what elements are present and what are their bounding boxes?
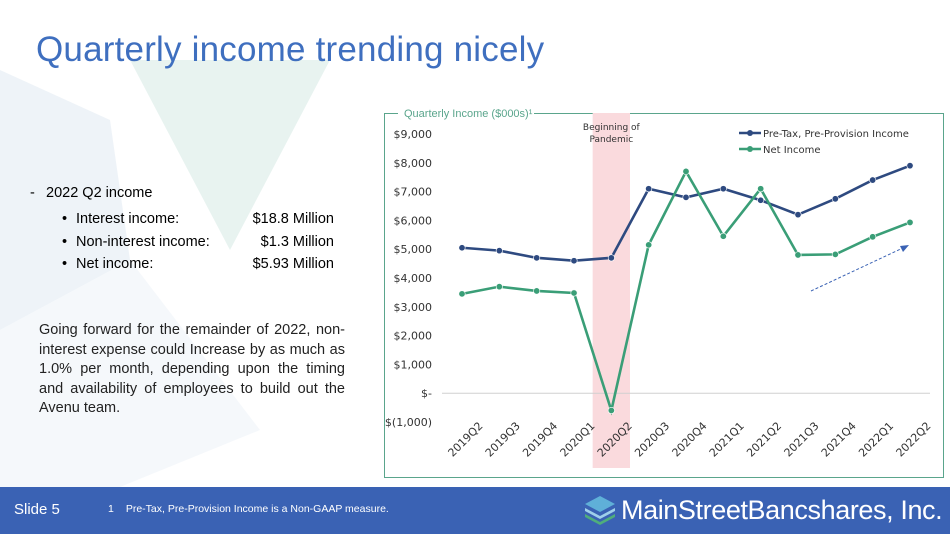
bullet-interest: • Interest income: $18.8 Million (62, 211, 334, 227)
data-point (570, 289, 578, 297)
footnote-number: 1 (108, 503, 114, 515)
x-tick-label: 2022Q1 (856, 419, 896, 459)
x-tick-label: 2021Q4 (819, 419, 859, 459)
data-point (906, 218, 914, 226)
x-tick-label: 2020Q3 (632, 419, 672, 459)
data-point (831, 195, 839, 203)
data-point (869, 176, 877, 184)
pandemic-annotation-line2: Pandemic (589, 135, 633, 145)
data-point (719, 185, 727, 193)
trend-arrow-line (810, 246, 906, 292)
outlook-paragraph: Going forward for the remainder of 2022,… (39, 322, 345, 417)
data-point (719, 232, 727, 240)
bullet-noninterest: • Non-interest income: $1.3 Million (62, 234, 334, 250)
data-point (570, 257, 578, 265)
bullet-net: • Net income: $5.93 Million (62, 256, 334, 272)
data-point (533, 254, 541, 262)
y-tick-label: $3,000 (394, 301, 433, 314)
y-tick-label: $5,000 (394, 243, 433, 256)
y-tick-label: $7,000 (394, 186, 433, 199)
data-point (757, 185, 765, 193)
data-point (607, 254, 615, 262)
bullet-head-text: 2022 Q2 income (46, 185, 153, 201)
bullet-value: $1.3 Million (260, 234, 334, 250)
company-logo-text: MainStreetBancshares, Inc. (621, 495, 943, 525)
bullet-value: $18.8 Million (252, 211, 334, 227)
data-point (682, 167, 690, 175)
y-tick-label: $4,000 (394, 272, 433, 285)
chart-title: Quarterly Income ($000s)¹ (404, 108, 533, 120)
series-line (461, 164, 911, 263)
data-point (682, 193, 690, 201)
data-point (495, 247, 503, 255)
bullet-label: Non-interest income: (76, 234, 210, 250)
footnote-text: Pre-Tax, Pre-Provision Income is a Non-G… (125, 503, 389, 515)
y-tick-label: $1,000 (394, 358, 433, 371)
data-point (831, 250, 839, 258)
y-tick-label: $6,000 (394, 214, 433, 227)
x-tick-label: 2022Q2 (893, 419, 933, 459)
pandemic-annotation-line1: Beginning of (583, 123, 641, 133)
chart-frame (384, 113, 944, 478)
data-point (906, 162, 914, 170)
y-tick-label: $9,000 (394, 128, 433, 141)
chart-title-bg (398, 106, 534, 120)
data-point (757, 196, 765, 204)
legend-label: Pre-Tax, Pre-Provision Income (763, 129, 909, 140)
slide-number: Slide 5 (14, 501, 60, 518)
footnote: 1 Pre-Tax, Pre-Provision Income is a Non-… (108, 503, 389, 515)
x-tick-label: 2019Q3 (483, 419, 523, 459)
bullet-value: $5.93 Million (252, 256, 334, 272)
y-tick-label: $2,000 (394, 330, 433, 343)
data-point (645, 241, 653, 249)
data-point (495, 283, 503, 291)
data-point (458, 244, 466, 252)
data-point (645, 185, 653, 193)
y-tick-label: $8,000 (394, 157, 433, 170)
page-title: Quarterly income trending nicely (36, 30, 545, 69)
legend-swatch-marker (747, 130, 753, 136)
legend-label: Net Income (763, 145, 821, 156)
x-tick-label: 2019Q4 (520, 419, 560, 459)
data-point (794, 211, 802, 219)
data-point (607, 406, 615, 414)
x-tick-label: 2019Q2 (445, 419, 485, 459)
income-chart: Quarterly Income ($000s)¹ Beginning of Pan… (385, 106, 934, 468)
x-tick-label: 2020Q4 (669, 419, 709, 459)
data-point (794, 251, 802, 259)
bullet-label: Interest income: (76, 211, 180, 227)
x-tick-label: 2020Q1 (557, 419, 597, 459)
series-line (461, 168, 911, 416)
x-tick-label: 2021Q1 (707, 419, 747, 459)
data-point (458, 290, 466, 298)
trend-arrow-head (900, 245, 909, 252)
legend-swatch-marker (747, 146, 753, 152)
y-tick-label: $(1,000) (385, 416, 432, 429)
x-tick-label: 2021Q2 (744, 419, 784, 459)
data-point (533, 287, 541, 295)
x-tick-label: 2021Q3 (781, 419, 821, 459)
bullet-label: Net income: (76, 256, 154, 272)
data-point (869, 233, 877, 241)
footer-bar: Slide 5 1 Pre-Tax, Pre-Provision Income i… (0, 487, 950, 534)
bullet-head: -2022 Q2 income (30, 185, 153, 201)
logo-icon (585, 496, 615, 525)
y-tick-label: $- (421, 387, 432, 400)
